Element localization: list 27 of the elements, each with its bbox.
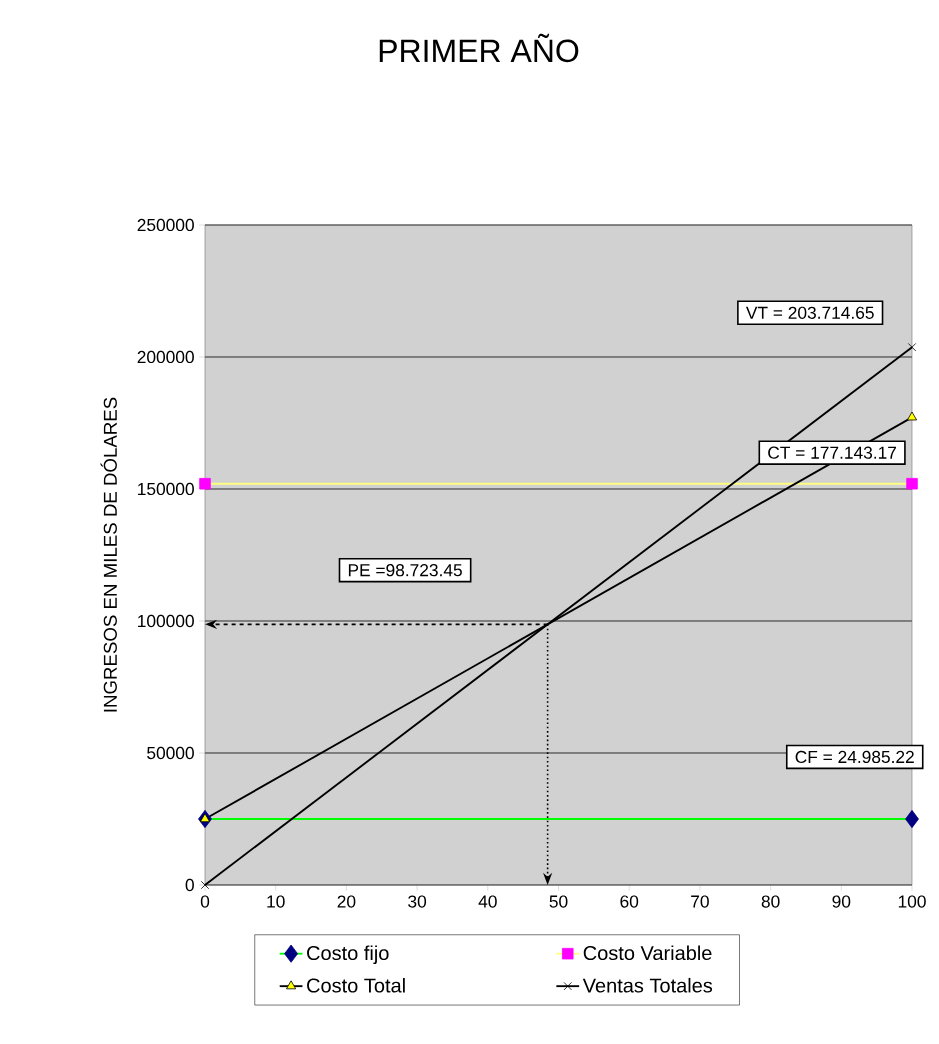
annotation: CF = 24.985.22 (795, 750, 914, 764)
x-tick-label: 80 (761, 895, 780, 908)
annotation: PE =98.723.45 (348, 564, 462, 577)
x-tick-label: 70 (691, 895, 709, 908)
y-tick-label: 50000 (147, 746, 194, 760)
y-tick-label: 100000 (138, 614, 194, 628)
x-tick-label: 0 (200, 895, 210, 908)
legend-label: Costo fijo (307, 945, 389, 965)
chart-title: PRIMER AÑO (379, 33, 579, 63)
x-tick-label: 10 (267, 895, 285, 908)
y-tick-label: 0 (185, 878, 194, 892)
legend-label: Costo Variable (583, 945, 712, 961)
y-axis-title: INGRESOS EN MILES DE DÓLARES (100, 397, 117, 712)
y-tick-label: 200000 (137, 350, 194, 364)
legend-label: Costo Total (307, 977, 405, 993)
legend-label: Ventas Totales (582, 977, 713, 993)
annotation: CT = 177.143.17 (768, 446, 897, 459)
y-tick-label: 250000 (137, 218, 194, 232)
x-tick-label: 30 (408, 895, 427, 908)
x-tick-label: 60 (620, 895, 639, 908)
x-tick-label: 40 (478, 895, 497, 908)
y-tick-label: 150000 (138, 482, 194, 496)
x-tick-label: 90 (832, 895, 851, 908)
x-tick-label: 100 (898, 895, 926, 908)
x-tick-label: 50 (549, 895, 568, 908)
x-tick-label: 20 (337, 895, 356, 908)
annotation: VT = 203.714.65 (745, 306, 874, 319)
